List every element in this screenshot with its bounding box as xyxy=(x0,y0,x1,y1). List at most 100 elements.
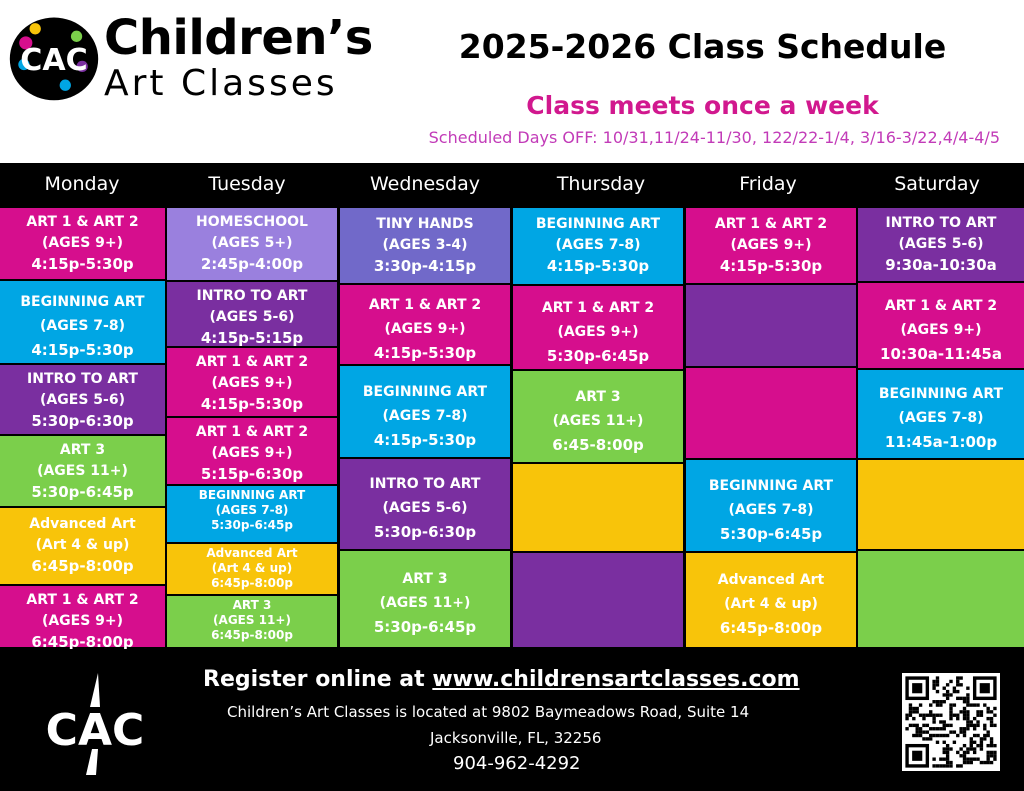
day-column-saturday: INTRO TO ART (AGES 5-6) 9:30a-10:30a ART 1 … xyxy=(858,208,1024,649)
class-name: INTRO TO ART xyxy=(196,288,308,304)
class-ages: (AGES 9+) xyxy=(557,323,639,340)
schedule-subtitle: Class meets once a week xyxy=(526,91,879,120)
class-name: ART 1 & ART 2 xyxy=(368,296,482,313)
day-header-thursday: Thursday xyxy=(556,173,646,195)
register-link[interactable]: www.childrensartclasses.com xyxy=(432,667,800,692)
class-time: 11:45a-1:00p xyxy=(884,433,998,451)
empty-block xyxy=(858,460,1024,549)
class-ages: (AGES 11+) xyxy=(213,613,291,627)
weekday-header-row: Monday Tuesday Wednesday Thursday Friday Satu… xyxy=(0,163,1024,208)
class-name: TINY HANDS xyxy=(376,215,474,232)
class-ages: (AGES 3-4) xyxy=(382,236,468,253)
day-column-wednesday: TINY HANDS (AGES 3-4) 3:30p-4:15p ART 1 & A… xyxy=(340,208,510,649)
class-time: 9:30a-10:30a xyxy=(885,255,997,274)
class-block: ART 1 & ART 2 (AGES 9+) 5:15p-6:30p xyxy=(167,418,337,484)
class-ages: (AGES 9+) xyxy=(211,445,293,461)
class-time: 5:30p-6:30p xyxy=(373,523,477,541)
class-name: BEGINNING ART xyxy=(20,294,145,310)
brand-name-line1: Children’s xyxy=(104,10,373,66)
class-block: BEGINNING ART (AGES 7-8) 4:15p-5:30p xyxy=(0,281,165,363)
day-column-friday: ART 1 & ART 2 (AGES 9+) 4:15p-5:30p BEGINNI… xyxy=(686,208,856,649)
class-ages: (AGES 5-6) xyxy=(209,309,295,325)
class-name: ART 3 xyxy=(575,388,621,405)
class-time: 5:30p-6:45p xyxy=(211,518,293,532)
phone-number: 904-962-4292 xyxy=(453,753,581,774)
class-name: ART 3 xyxy=(59,442,106,458)
class-ages: (Art 4 & up) xyxy=(35,537,130,553)
city-line: Jacksonville, FL, 32256 xyxy=(430,729,602,747)
class-name: Advanced Art xyxy=(717,572,825,588)
cac-palette-logo: CAC xyxy=(9,17,99,101)
schedule-grid: ART 1 & ART 2 (AGES 9+) 4:15p-5:30p BEGINNI… xyxy=(0,208,1024,651)
class-time: 4:15p-5:30p xyxy=(31,255,134,273)
class-name: BEGINNING ART xyxy=(198,488,306,502)
class-ages: (AGES 9+) xyxy=(211,375,293,391)
cac-brush-logo: CAC xyxy=(46,673,145,775)
day-header-wednesday: Wednesday xyxy=(369,173,480,195)
class-name: Advanced Art xyxy=(29,516,136,532)
class-name: ART 1 & ART 2 xyxy=(195,354,309,370)
class-time: 5:30p-6:30p xyxy=(31,412,134,430)
days-off-note: Scheduled Days OFF: 10/31,11/24-11/30, 1… xyxy=(428,128,1000,147)
class-block: ART 1 & ART 2 (AGES 9+) 4:15p-5:30p xyxy=(340,285,510,364)
class-ages: (AGES 7-8) xyxy=(215,503,289,517)
qr-code[interactable] xyxy=(902,673,1000,771)
footer: CAC Register online at www.childrensartc… xyxy=(0,649,1024,791)
empty-block xyxy=(513,464,683,551)
brand-name-line2: Art Classes xyxy=(104,63,338,104)
class-ages: (AGES 9+) xyxy=(41,235,124,251)
class-time: 5:30p-6:45p xyxy=(719,524,823,543)
day-header-monday: Monday xyxy=(44,173,120,195)
class-ages: (AGES 5-6) xyxy=(40,392,125,408)
empty-block xyxy=(686,285,856,366)
class-block: ART 3 (AGES 11+) 6:45-8:00p xyxy=(513,371,683,462)
class-block: Advanced Art (Art 4 & up) 6:45p-8:00p xyxy=(0,508,165,584)
class-ages: (AGES 11+) xyxy=(552,412,644,429)
class-block: BEGINNING ART (AGES 7-8) 11:45a-1:00p xyxy=(858,370,1024,458)
class-name: ART 1 & ART 2 xyxy=(26,214,139,230)
class-time: 5:30p-6:45p xyxy=(373,618,477,636)
class-name: ART 1 & ART 2 xyxy=(26,592,139,608)
empty-block xyxy=(513,553,683,647)
class-time: 6:45p-8:00p xyxy=(211,576,293,590)
class-ages: (AGES 7-8) xyxy=(555,237,641,253)
class-ages: (AGES 7-8) xyxy=(40,318,125,334)
class-ages: (AGES 5+) xyxy=(211,235,293,251)
class-ages: (AGES 11+) xyxy=(37,463,128,479)
class-block: ART 1 & ART 2 (AGES 9+) 10:30a-11:45a xyxy=(858,283,1024,368)
class-name: BEGINNING ART xyxy=(708,477,834,494)
svg-text:CAC: CAC xyxy=(46,705,145,756)
class-ages: (AGES 7-8) xyxy=(898,410,984,426)
class-name: INTRO TO ART xyxy=(369,476,481,492)
class-block: BEGINNING ART (AGES 7-8) 5:30p-6:45p xyxy=(686,460,856,551)
class-block: Advanced Art (Art 4 & up) 6:45p-8:00p xyxy=(167,544,337,594)
class-block: BEGINNING ART (AGES 7-8) 4:15p-5:30p xyxy=(513,208,683,284)
day-column-tuesday: HOMESCHOOL (AGES 5+) 2:45p-4:00p INTRO TO A… xyxy=(167,208,337,649)
class-block: ART 1 & ART 2 (AGES 9+) 4:15p-5:30p xyxy=(167,348,337,416)
class-name: ART 1 & ART 2 xyxy=(884,297,998,314)
class-block: INTRO TO ART (AGES 5-6) 5:30p-6:30p xyxy=(340,459,510,549)
class-name: BEGINNING ART xyxy=(362,383,488,400)
class-block: Advanced Art (Art 4 & up) 6:45p-8:00p xyxy=(686,553,856,647)
class-name: ART 3 xyxy=(232,598,272,612)
register-prefix: Register online at xyxy=(203,667,433,692)
class-block: ART 1 & ART 2 (AGES 9+) 4:15p-5:30p xyxy=(686,208,856,283)
day-column-thursday: BEGINNING ART (AGES 7-8) 4:15p-5:30p ART 1 … xyxy=(513,208,683,649)
class-time: 5:30p-6:45p xyxy=(31,483,134,501)
address-line: Children’s Art Classes is located at 980… xyxy=(227,703,750,721)
class-time: 5:15p-6:30p xyxy=(200,465,304,483)
class-name: ART 1 & ART 2 xyxy=(714,215,828,232)
class-name: INTRO TO ART xyxy=(27,371,138,387)
class-block: ART 3 (AGES 11+) 6:45p-8:00p xyxy=(167,596,337,647)
class-block: ART 1 & ART 2 (AGES 9+) 4:15p-5:30p xyxy=(0,208,165,279)
class-time: 6:45p-8:00p xyxy=(31,633,134,651)
class-block: INTRO TO ART (AGES 5-6) 9:30a-10:30a xyxy=(858,208,1024,281)
class-block: ART 1 & ART 2 (AGES 9+) 6:45p-8:00p xyxy=(0,586,165,651)
class-ages: (AGES 9+) xyxy=(41,613,124,629)
class-name: Advanced Art xyxy=(206,546,298,560)
class-name: ART 3 xyxy=(402,571,448,587)
class-ages: (Art 4 & up) xyxy=(211,561,293,575)
class-time: 4:15p-5:15p xyxy=(200,329,304,347)
class-ages: (Art 4 & up) xyxy=(724,596,818,612)
class-name: BEGINNING ART xyxy=(535,216,661,232)
